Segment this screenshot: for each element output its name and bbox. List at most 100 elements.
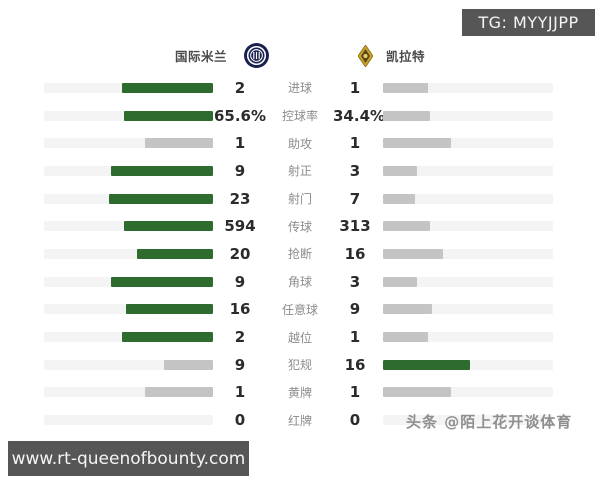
home-stat-bar	[124, 110, 213, 121]
stat-label: 控球率	[281, 109, 318, 124]
away-bar-track	[383, 359, 553, 370]
away-bar-track	[383, 138, 553, 149]
home-bar-track	[44, 276, 213, 287]
away-stat-bar	[383, 110, 430, 121]
away-stat-value: 34.4%	[333, 106, 386, 125]
home-stat-bar	[122, 332, 213, 343]
stat-row: 2 进球 1	[0, 74, 600, 102]
home-stat-value: 2	[234, 328, 246, 347]
away-stat-value: 3	[349, 161, 361, 180]
inter-milan-crest-icon	[244, 43, 269, 68]
away-bar-track	[383, 221, 553, 232]
home-bar-track	[44, 359, 213, 370]
away-team-name: 凯拉特	[386, 49, 426, 64]
stat-label: 助攻	[287, 136, 312, 151]
home-stat-bar	[137, 248, 213, 259]
away-stat-bar	[383, 165, 417, 176]
stat-row: 0 红牌 0	[0, 406, 600, 434]
home-stat-bar	[164, 359, 213, 370]
stat-row: 9 射正 3	[0, 157, 600, 185]
home-stat-bar	[145, 138, 213, 149]
stat-label: 射门	[287, 192, 312, 207]
away-stat-value: 1	[349, 383, 361, 402]
away-bar-track	[383, 276, 553, 287]
home-stat-bar	[145, 387, 213, 398]
match-header: 国际米兰 凯拉特	[0, 43, 600, 68]
stats-rows: 2 进球 1 65.6% 控球率 34.4% 1 助攻 1 9 射正 3 23 射门 7 594 传球 313 20…	[0, 74, 600, 434]
away-stat-bar	[383, 248, 443, 259]
stat-label: 射正	[287, 164, 312, 179]
home-bar-track	[44, 138, 213, 149]
home-stat-bar	[124, 221, 213, 232]
stat-label: 进球	[287, 81, 312, 96]
away-stat-value: 7	[349, 189, 361, 208]
stat-row: 20 抢断 16	[0, 240, 600, 268]
home-stat-value: 9	[234, 355, 246, 374]
home-bar-track	[44, 387, 213, 398]
away-stat-bar	[383, 387, 451, 398]
home-bar-track	[44, 110, 213, 121]
away-stat-value: 0	[349, 411, 361, 430]
home-bar-track	[44, 193, 213, 204]
home-stat-value: 1	[234, 134, 246, 153]
stat-label: 黄牌	[287, 385, 312, 400]
home-bar-track	[44, 165, 213, 176]
away-stat-bar	[383, 276, 417, 287]
home-stat-value: 9	[234, 272, 246, 291]
away-stat-value: 1	[349, 134, 361, 153]
home-stat-value: 2	[234, 78, 246, 97]
away-bar-track	[383, 110, 553, 121]
away-bar-track	[383, 248, 553, 259]
away-stat-bar	[383, 221, 430, 232]
home-bar-track	[44, 332, 213, 343]
stat-row: 16 任意球 9	[0, 296, 600, 324]
home-stat-bar	[111, 276, 213, 287]
away-bar-track	[383, 415, 553, 426]
home-stat-bar	[126, 304, 213, 315]
home-stat-bar	[109, 193, 213, 204]
away-bar-track	[383, 332, 553, 343]
stat-row: 1 助攻 1	[0, 129, 600, 157]
stat-label: 越位	[287, 330, 312, 345]
home-bar-track	[44, 221, 213, 232]
away-stat-value: 3	[349, 272, 361, 291]
home-stat-value: 65.6%	[213, 106, 267, 125]
away-bar-track	[383, 387, 553, 398]
stat-label: 犯规	[287, 358, 312, 373]
away-bar-track	[383, 304, 553, 315]
toutiao-watermark: 头条 @陌上花开谈体育	[406, 413, 573, 431]
home-bar-track	[44, 304, 213, 315]
header-spacer	[269, 55, 358, 56]
stat-label: 角球	[287, 275, 312, 290]
away-stat-bar	[383, 332, 428, 343]
away-stat-value: 1	[349, 328, 361, 347]
home-stat-value: 23	[229, 189, 251, 208]
home-bar-track	[44, 82, 213, 93]
stat-row: 594 传球 313	[0, 212, 600, 240]
home-stat-value: 9	[234, 161, 246, 180]
away-stat-bar	[383, 82, 428, 93]
away-stat-bar	[383, 193, 415, 204]
home-stat-value: 20	[229, 244, 251, 263]
stat-row: 65.6% 控球率 34.4%	[0, 102, 600, 130]
away-bar-track	[383, 193, 553, 204]
home-stat-value: 594	[224, 217, 256, 236]
home-bar-track	[44, 248, 213, 259]
away-bar-track	[383, 82, 553, 93]
site-watermark: www.rt-queenofbounty.com	[8, 441, 249, 476]
away-stat-value: 1	[349, 78, 361, 97]
home-stat-value: 0	[234, 411, 246, 430]
stat-label: 抢断	[287, 247, 312, 262]
telegram-watermark: TG: MYYJJPP	[462, 9, 595, 36]
away-stat-value: 313	[339, 217, 371, 236]
away-stat-value: 9	[349, 300, 361, 319]
kairat-crest-icon	[358, 44, 373, 67]
home-team-name: 国际米兰	[174, 49, 227, 64]
stat-row: 1 黄牌 1	[0, 379, 600, 407]
stat-label: 传球	[287, 219, 312, 234]
home-stat-bar	[122, 82, 213, 93]
stat-label: 红牌	[287, 413, 312, 428]
home-stat-bar	[111, 165, 213, 176]
stat-row: 9 犯规 16	[0, 351, 600, 379]
away-bar-track	[383, 165, 553, 176]
